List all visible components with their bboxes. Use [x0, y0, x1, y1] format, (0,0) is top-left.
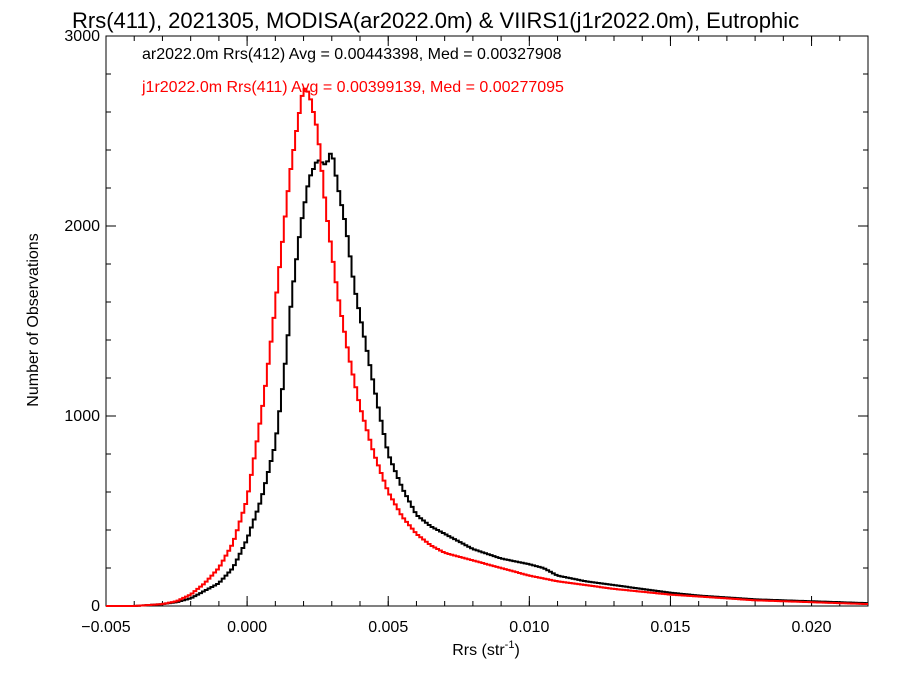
plot-frame: [105, 35, 869, 607]
y-tick-label: 2000: [64, 218, 100, 235]
y-axis-label: Number of Observations: [25, 233, 42, 406]
x-axis-label: Rrs (str-1): [452, 639, 520, 659]
chart-title: Rrs(411), 2021305, MODISA(ar2022.0m) & V…: [72, 8, 799, 33]
legend-entry-2: j1r2022.0m Rrs(411) Avg = 0.00399139, Me…: [141, 79, 564, 96]
x-tick-label: 0.005: [368, 619, 408, 636]
y-tick-label: 0: [91, 598, 100, 615]
x-tick-label: 0.000: [227, 619, 267, 636]
data-series: [106, 87, 868, 607]
x-axis-label-superscript: -1: [505, 639, 515, 651]
tick-labels: −0.005 0.000 0.005 0.010 0.015 0.020 0 1000 2000…: [64, 28, 831, 636]
x-tick-label: 0.020: [792, 619, 832, 636]
x-tick-label: 0.015: [650, 619, 690, 636]
y-tick-label: 1000: [64, 408, 100, 425]
legend-entry-1: ar2022.0m Rrs(412) Avg = 0.00443398, Med…: [142, 46, 562, 63]
axis-ticks: [105, 35, 869, 607]
series-line-2: [106, 87, 868, 607]
y-tick-label: 3000: [64, 28, 100, 45]
x-axis-label-text: Rrs (str: [452, 642, 505, 659]
legend: ar2022.0m Rrs(412) Avg = 0.00443398, Med…: [141, 46, 564, 96]
x-axis-label-close: ): [514, 642, 519, 659]
x-tick-label: −0.005: [81, 619, 130, 636]
x-tick-label: 0.010: [509, 619, 549, 636]
